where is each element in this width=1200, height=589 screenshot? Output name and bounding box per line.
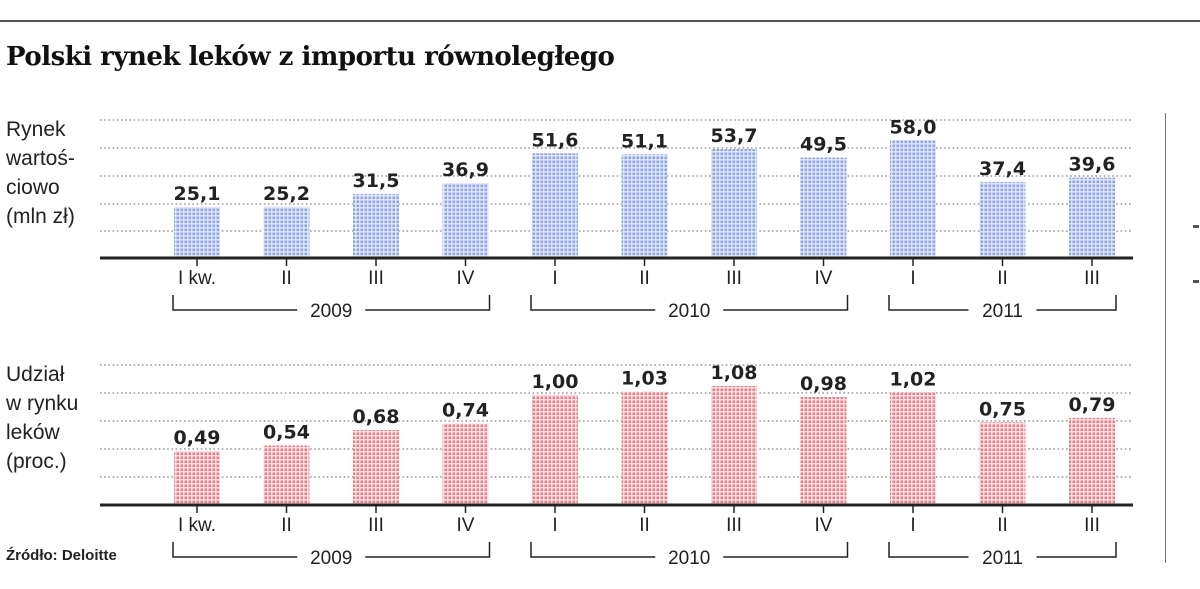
year-bracket [172, 542, 491, 558]
year-label: 2011 [982, 301, 1023, 322]
value-tick-label: III [368, 268, 384, 289]
top-label-line: ciowo [6, 176, 60, 199]
value-data-label: 37,4 [979, 158, 1026, 180]
year-label: 2009 [310, 301, 352, 322]
share-data-label: 1,00 [532, 371, 579, 393]
value-tick-label: III [726, 268, 742, 289]
year-bracket [530, 542, 849, 558]
share-tick-label: IV [457, 515, 475, 536]
right-divider [1165, 113, 1166, 563]
share-tick-label: II [639, 515, 650, 536]
value-tick-label: II [997, 268, 1008, 289]
share-data-label: 0,75 [979, 398, 1026, 420]
top-divider [0, 20, 1200, 22]
share-tick-label: III [1084, 515, 1100, 536]
market-value-chart: 25,1I kw.25,2II31,5III36,9IV51,6I51,1II5… [100, 116, 1133, 322]
value-bar [979, 182, 1026, 258]
value-tick-label: I [552, 268, 557, 289]
value-bar [800, 157, 847, 258]
share-tick-label: I kw. [178, 515, 216, 536]
value-data-label: 36,9 [442, 159, 489, 181]
value-data-label: 53,7 [711, 125, 758, 147]
share-bar [263, 445, 310, 505]
value-tick-label: IV [457, 268, 475, 289]
value-data-label: 58,0 [890, 116, 937, 138]
bottom-panel-label: Udział w rynku leków (proc.) [6, 360, 78, 476]
share-data-label: 0,49 [174, 427, 221, 449]
share-bar [800, 396, 847, 505]
value-bar [621, 154, 668, 258]
edge-mark [1193, 225, 1199, 228]
share-data-label: 0,98 [800, 373, 847, 395]
value-data-label: 39,6 [1069, 154, 1116, 176]
value-bar [711, 149, 757, 258]
share-data-label: 0,74 [442, 399, 489, 421]
edge-mark [1193, 280, 1199, 283]
value-tick-label: I [910, 268, 915, 289]
value-data-label: 25,1 [174, 183, 221, 205]
year-label: 2010 [668, 301, 710, 322]
source-note: Źródło: Deloitte [6, 547, 117, 564]
share-bar [979, 422, 1026, 505]
chart-title: Polski rynek leków z importu równoległeg… [6, 42, 615, 72]
value-bar [532, 153, 578, 258]
value-tick-label: III [1084, 268, 1100, 289]
share-tick-label: II [281, 515, 292, 536]
share-tick-label: IV [815, 515, 833, 536]
value-bar [263, 206, 310, 258]
top-label-line: wartoś- [6, 147, 75, 170]
share-tick-label: III [368, 515, 384, 536]
share-bar [532, 394, 578, 505]
share-bar [353, 430, 399, 505]
bottom-label-line: Udział [6, 363, 65, 386]
top-label-line: Rynek [6, 118, 66, 141]
share-tick-label: I [552, 515, 557, 536]
year-label: 2009 [310, 548, 352, 569]
value-bar [890, 140, 936, 258]
share-data-label: 0,54 [263, 421, 310, 443]
share-data-label: 1,02 [890, 369, 937, 391]
market-share-chart: 0,49I kw.0,54II0,68III0,74IV1,00I1,03II1… [100, 362, 1133, 569]
year-label: 2010 [668, 548, 710, 569]
year-bracket [172, 295, 491, 311]
year-bracket [888, 295, 1117, 311]
value-tick-label: II [639, 268, 650, 289]
value-data-label: 25,2 [263, 183, 310, 205]
top-label-line: (mln zł) [6, 205, 75, 228]
share-bar [621, 391, 668, 505]
value-bar [353, 194, 399, 258]
value-tick-label: II [281, 268, 292, 289]
bottom-label-line: w rynku [6, 392, 79, 415]
value-tick-label: I kw. [178, 268, 216, 289]
share-bar [174, 450, 220, 505]
share-tick-label: I [910, 515, 915, 536]
value-bar [174, 207, 220, 258]
share-tick-label: III [726, 515, 742, 536]
share-data-label: 1,08 [711, 362, 758, 384]
value-tick-label: IV [815, 268, 833, 289]
share-bar [1069, 417, 1115, 505]
share-data-label: 1,03 [621, 367, 668, 389]
share-data-label: 0,79 [1069, 394, 1116, 416]
value-bar [1069, 177, 1115, 258]
bottom-label-line: (proc.) [6, 450, 67, 473]
value-data-label: 31,5 [353, 170, 400, 192]
value-data-label: 49,5 [800, 134, 847, 156]
value-data-label: 51,1 [621, 130, 668, 152]
bottom-label-line: leków [6, 421, 60, 444]
share-bar [711, 385, 757, 505]
share-bar [890, 392, 936, 505]
year-label: 2011 [982, 548, 1023, 569]
top-panel-label: Rynek wartoś- ciowo (mln zł) [6, 115, 75, 231]
share-bar [442, 423, 489, 505]
share-data-label: 0,68 [353, 406, 400, 428]
value-bar [442, 183, 489, 258]
year-bracket [888, 542, 1117, 558]
year-bracket [530, 295, 849, 311]
value-data-label: 51,6 [532, 129, 579, 151]
share-tick-label: II [997, 515, 1008, 536]
